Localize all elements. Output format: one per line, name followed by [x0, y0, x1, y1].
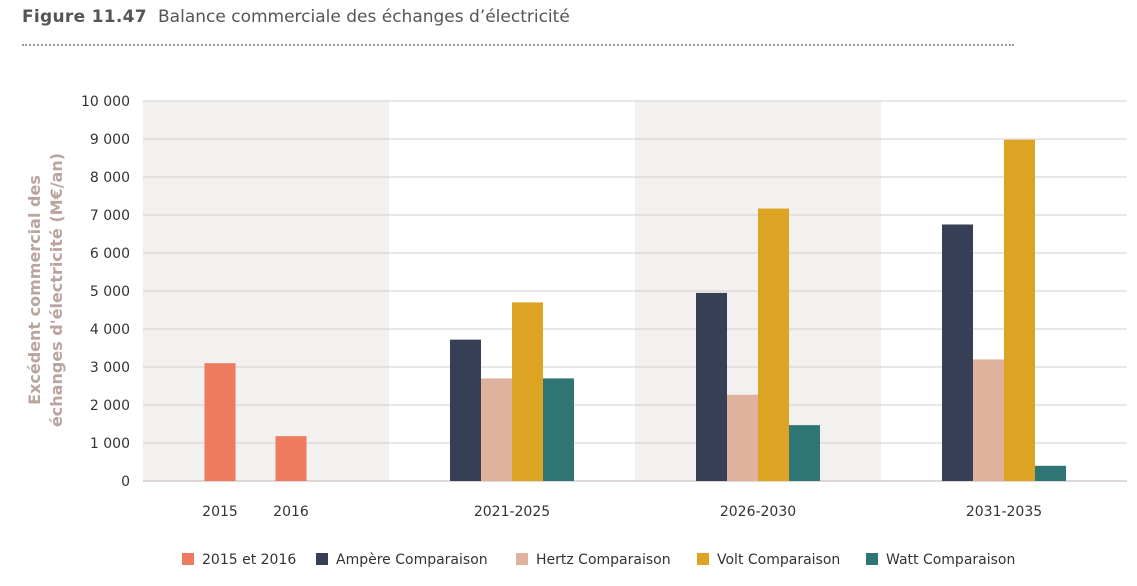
bars: [204, 139, 1066, 482]
y-tick-label: 7 000: [90, 208, 130, 224]
bar: [543, 378, 574, 481]
dotted-divider: [22, 44, 1014, 46]
y-tick-label: 9 000: [90, 132, 130, 148]
bar: [789, 425, 820, 481]
legend-swatch: [866, 553, 878, 565]
legend-label: Ampère Comparaison: [336, 552, 488, 568]
x-tick-labels: 2015 2016 2021-2025 2026-2030 2031-2035: [202, 504, 1042, 520]
y-tick-label: 8 000: [90, 170, 130, 186]
y-tick-label: 5 000: [90, 284, 130, 300]
y-tick-label: 4 000: [90, 322, 130, 338]
bar: [204, 363, 236, 481]
bar: [942, 224, 973, 481]
bar: [481, 378, 512, 481]
bar: [275, 436, 307, 481]
y-tick-labels: 0 1 000 2 000 3 000 4 000 5 000 6 000 7 000 8 00…: [81, 94, 130, 490]
y-tick-label: 6 000: [90, 246, 130, 262]
x-tick-label: 2016: [273, 504, 309, 520]
legend: 2015 et 2016 Ampère Comparaison Hertz Comp…: [182, 552, 1015, 568]
x-tick-label: 2021-2025: [474, 504, 550, 520]
y-axis-label-line2: échanges d'électricité (M€/an): [47, 153, 66, 427]
bar: [727, 394, 758, 481]
bar: [1035, 465, 1066, 481]
legend-label: Watt Comparaison: [886, 552, 1015, 568]
legend-swatch: [316, 553, 328, 565]
y-tick-label: 2 000: [90, 398, 130, 414]
legend-label: Hertz Comparaison: [536, 552, 671, 568]
x-tick-label: 2015: [202, 504, 238, 520]
y-tick-label: 1 000: [90, 436, 130, 452]
bar: [973, 359, 1004, 481]
y-tick-label: 0: [121, 474, 130, 490]
figure-title: Balance commerciale des échanges d’élect…: [158, 7, 570, 27]
bar: [758, 208, 789, 482]
legend-swatch: [697, 553, 709, 565]
figure-number: Figure 11.47: [22, 7, 147, 27]
y-tick-label: 3 000: [90, 360, 130, 376]
y-tick-label: 10 000: [81, 94, 130, 110]
x-tick-label: 2026-2030: [720, 504, 796, 520]
legend-label: Volt Comparaison: [717, 552, 840, 568]
figure-header: Figure 11.47 Balance commerciale des éch…: [22, 7, 570, 35]
x-tick-label: 2031-2035: [966, 504, 1042, 520]
legend-swatch: [516, 553, 528, 565]
bar: [450, 339, 481, 481]
legend-label: 2015 et 2016: [202, 552, 296, 568]
bar: [1004, 139, 1035, 481]
y-axis-label-line1: Excédent commercial des: [25, 175, 44, 405]
bar: [512, 302, 543, 481]
legend-swatch: [182, 553, 194, 565]
bar: [696, 292, 727, 481]
